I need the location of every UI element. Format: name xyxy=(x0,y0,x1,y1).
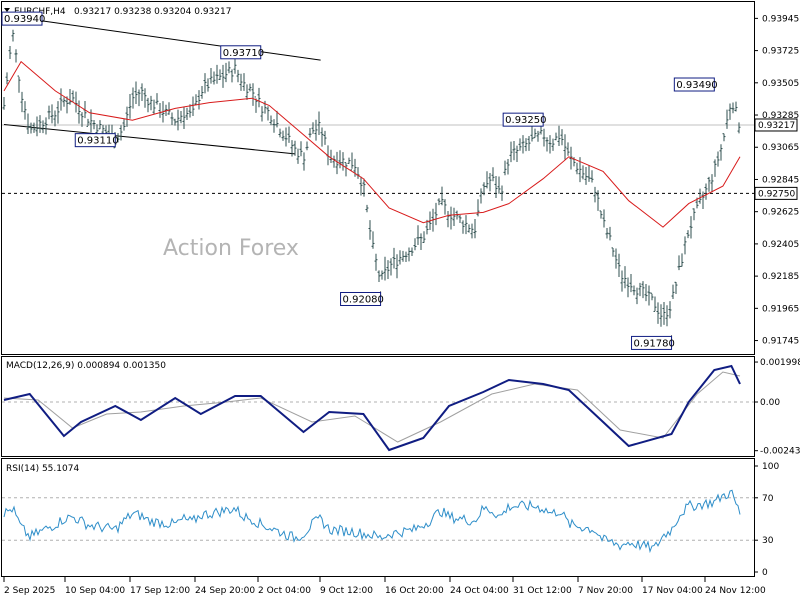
rsi-axis-label: 30 xyxy=(762,536,774,546)
annotation-label: 0.91780 xyxy=(634,338,675,349)
dropdown-triangle-icon[interactable] xyxy=(4,8,10,12)
price-axis-label: 0.92405 xyxy=(762,240,799,250)
annotation-box xyxy=(673,77,715,92)
rsi-series xyxy=(2,489,754,554)
time-axis-label: 2 Sep 2025 xyxy=(4,586,55,596)
rsi-axis-label: 70 xyxy=(762,494,774,504)
rsi-title: RSI(14) 55.1074 xyxy=(6,464,79,474)
watermark: Action Forex xyxy=(163,236,299,261)
macd-axis-label: -0.002434 xyxy=(760,447,800,457)
annotation-label: 0.93940 xyxy=(4,14,45,25)
time-axis-label: 7 Nov 20:00 xyxy=(578,586,633,596)
annotation-box xyxy=(74,133,116,148)
price-axis-label: 0.91965 xyxy=(762,304,799,314)
macd-signal-line xyxy=(3,371,741,443)
rsi-pane xyxy=(1,458,755,577)
price-axis-label: 0.93285 xyxy=(762,111,799,121)
axis-price-box xyxy=(754,186,798,200)
annotation-box xyxy=(631,335,673,350)
time-axis-label: 24 Sep 20:00 xyxy=(195,586,255,596)
price-series: 0.93940 0.93710 0.93110 0.92080 0.93250 0.917… xyxy=(1,11,754,350)
price-axis-label: 0.92845 xyxy=(762,175,799,185)
macd-axis-label: 0.00 xyxy=(760,398,780,408)
ohlc-label: 0.93217 0.93238 0.93204 0.93217 xyxy=(74,7,231,17)
annotation-label: 0.93490 xyxy=(676,80,717,91)
macd-axis-label: 0.001998 xyxy=(760,358,800,368)
price-axis-label: 0.92625 xyxy=(762,208,799,218)
time-axis-label: 17 Nov 04:00 xyxy=(642,586,703,596)
time-axis-label: 2 Oct 04:00 xyxy=(258,586,311,596)
macd-pane xyxy=(1,356,755,457)
trendline xyxy=(3,124,296,155)
axis-price-value: 0.92750 xyxy=(758,189,795,199)
trendline xyxy=(29,18,321,61)
time-axis-label: 24 Oct 04:00 xyxy=(450,586,509,596)
macd-series xyxy=(2,364,754,452)
macd-line xyxy=(3,364,741,452)
axis-price-value: 0.93217 xyxy=(758,121,795,131)
annotation-label: 0.92080 xyxy=(343,294,384,305)
annotation-box xyxy=(1,11,43,26)
time-axis-label: 16 Oct 20:00 xyxy=(385,586,444,596)
time-axis-label: 24 Nov 12:00 xyxy=(705,586,766,596)
price-axis-label: 0.93505 xyxy=(762,79,799,89)
annotation-label: 0.93710 xyxy=(223,48,264,59)
time-axis-label: 9 Oct 12:00 xyxy=(320,586,373,596)
annotation-box xyxy=(502,112,544,127)
axis-price-box xyxy=(754,118,798,132)
moving-average-line xyxy=(3,60,741,228)
price-axis-label: 0.93725 xyxy=(762,47,799,57)
annotation-label: 0.93110 xyxy=(77,136,118,147)
price-axis-label: 0.92185 xyxy=(762,272,799,282)
axes: 0.93945 0.93725 0.93505 0.93285 0.93065 0.928… xyxy=(3,14,800,596)
macd-title: MACD(12,26,9) 0.000894 0.001350 xyxy=(6,361,166,371)
price-axis-label: 0.93065 xyxy=(762,143,799,153)
annotation-box xyxy=(340,291,382,306)
rsi-axis-label: 100 xyxy=(762,462,779,472)
time-axis-label: 10 Sep 04:00 xyxy=(65,586,125,596)
annotation-label: 0.93250 xyxy=(505,115,546,126)
time-axis-label: 31 Oct 12:00 xyxy=(513,586,572,596)
price-axis-label: 0.91745 xyxy=(762,337,799,347)
price-axis-label: 0.93945 xyxy=(762,14,799,24)
rsi-line xyxy=(3,489,741,554)
annotation-box xyxy=(220,45,262,60)
rsi-axis-label: 0 xyxy=(762,568,768,578)
time-axis-label: 17 Sep 12:00 xyxy=(130,586,190,596)
